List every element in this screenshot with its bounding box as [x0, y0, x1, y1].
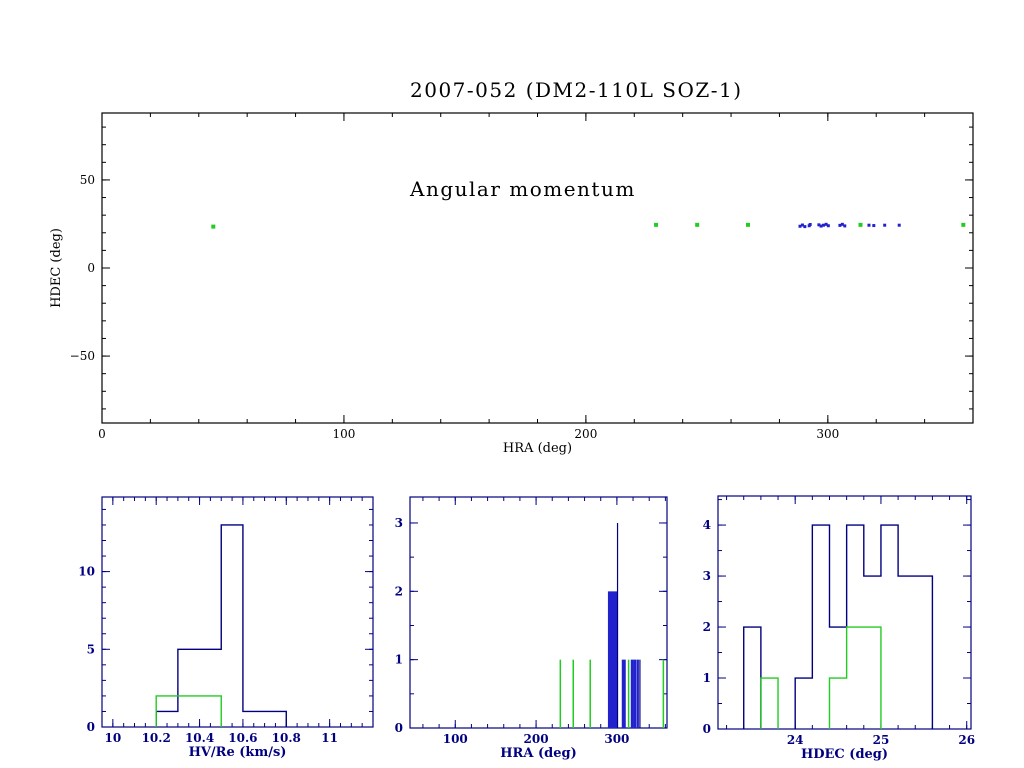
data-point	[843, 224, 847, 228]
data-point	[817, 223, 821, 227]
x-tick-label: 100	[332, 427, 355, 441]
histogram-outline	[155, 695, 222, 727]
x-axis-title: HRA (deg)	[500, 746, 576, 761]
histogram-outline	[743, 524, 934, 729]
series-reference	[760, 626, 882, 729]
x-tick-label: 10.6	[228, 731, 257, 745]
data-point	[821, 223, 825, 227]
data-point	[858, 222, 863, 227]
data-point	[897, 223, 901, 227]
data-point	[961, 222, 966, 227]
x-tick-label: 100	[443, 732, 468, 746]
y-tick-label: 5	[87, 642, 95, 656]
x-tick-label: 300	[816, 427, 839, 441]
y-tick-label: 1	[703, 671, 711, 685]
series-green-points	[211, 222, 966, 229]
data-point	[826, 224, 830, 228]
data-point	[867, 223, 871, 227]
histogram-outline	[760, 626, 882, 729]
x-tick-label: 26	[958, 733, 975, 747]
figure-title-line1: 2007-052 (DM2-110L SOZ-1)	[410, 78, 743, 102]
data-point	[798, 224, 802, 228]
y-tick-label: −50	[70, 349, 95, 363]
y-tick-label: 0	[87, 720, 95, 734]
data-point	[819, 224, 823, 228]
figure-title: 2007-052 (DM2-110L SOZ-1) Angular moment…	[410, 8, 743, 272]
y-axis-title: HDEC (deg)	[49, 228, 64, 308]
y-tick-label: 0	[395, 721, 403, 735]
x-axis-title: HDEC (deg)	[801, 747, 888, 762]
x-tick-label: 24	[787, 733, 804, 747]
y-tick-label: 1	[395, 653, 403, 667]
plot-frame	[409, 496, 668, 729]
panel-hist-hdec: 24 25 26 0 1 2 3 4 HDEC (deg)	[703, 495, 975, 762]
data-point	[695, 222, 700, 227]
axis-ticks	[410, 497, 667, 729]
x-tick-label: 200	[574, 427, 597, 441]
plot-frame	[717, 495, 972, 730]
y-tick-label: 0	[703, 722, 711, 736]
data-point	[838, 223, 842, 227]
data-point	[824, 222, 828, 226]
panel-hist-hv: 10 10.2 10.4 10.6 10.8 11 0 5 10 HV/Re (km/s)	[78, 496, 374, 760]
x-tick-label: 10	[104, 731, 121, 745]
x-tick-label: 25	[873, 733, 890, 747]
y-tick-label: 2	[395, 584, 403, 598]
x-tick-label: 10.4	[185, 731, 214, 745]
data-point	[745, 222, 750, 227]
x-tick-label: 300	[604, 732, 629, 746]
data-point	[803, 225, 807, 229]
series-all-meteors	[155, 524, 287, 727]
y-tick-label: 4	[703, 518, 711, 532]
series-reference	[155, 695, 222, 727]
axis-ticks	[101, 113, 974, 423]
panel-hist-hra: 100 200 300 0 1 2 3 HRA (deg)	[395, 496, 668, 761]
data-point	[883, 223, 887, 227]
axis-ticks	[101, 497, 374, 728]
x-axis-title: HV/Re (km/s)	[189, 745, 287, 760]
histogram-bars	[559, 522, 665, 728]
y-tick-label: 3	[703, 569, 711, 583]
y-tick-label: 0	[87, 261, 95, 275]
series-all-meteors	[743, 524, 934, 729]
data-point	[808, 222, 812, 226]
data-point	[840, 222, 844, 226]
figure-title-line2: Angular momentum	[410, 177, 636, 201]
y-tick-label: 2	[703, 620, 711, 634]
data-point	[800, 223, 804, 227]
histogram-outline	[155, 524, 287, 727]
y-tick-label: 3	[395, 516, 403, 530]
x-tick-label: 11	[321, 731, 338, 745]
x-tick-label: 10.8	[272, 731, 301, 745]
plot-frame	[101, 496, 374, 728]
series-blue-points	[798, 222, 901, 229]
x-tick-label: 200	[524, 732, 549, 746]
data-point	[872, 224, 876, 228]
axis-ticks	[718, 496, 971, 730]
plot-frame	[101, 112, 974, 424]
data-point	[211, 224, 216, 229]
y-tick-label: 10	[78, 565, 95, 579]
x-axis-title: HRA (deg)	[503, 441, 572, 456]
y-tick-label: 50	[80, 173, 95, 187]
panel-scatter-hra-hdec: 0 100 200 300 −50 0 50 HRA (deg) HDEC (deg)	[49, 112, 974, 456]
x-tick-label: 10.2	[142, 731, 171, 745]
x-tick-label: 0	[98, 427, 106, 441]
data-point	[654, 222, 659, 227]
